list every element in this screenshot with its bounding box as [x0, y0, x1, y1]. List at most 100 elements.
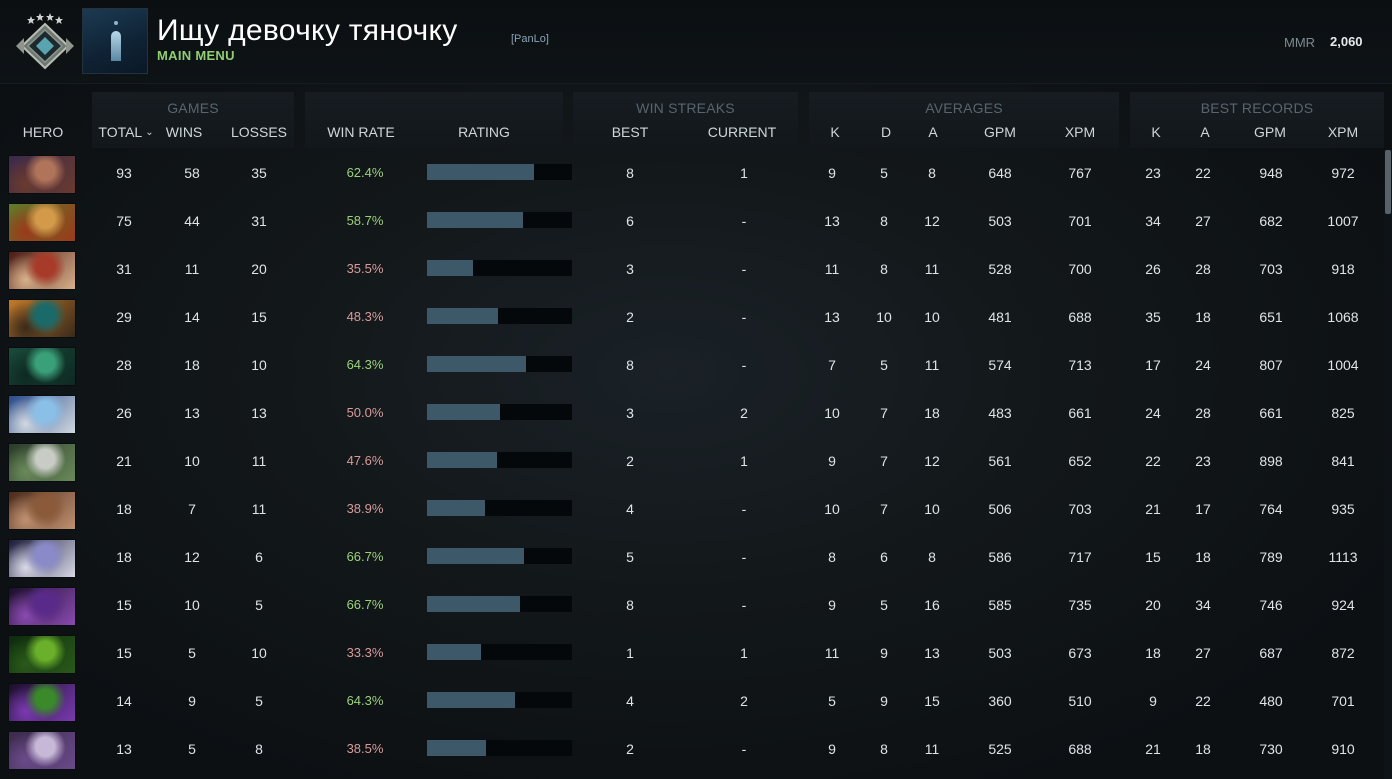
best-streak-cell: 4	[626, 501, 634, 517]
hero-portrait[interactable]	[8, 155, 76, 194]
sort-descending-icon: ⌄	[145, 127, 154, 138]
avg-xpm-cell: 713	[1068, 357, 1092, 373]
total-games-cell: 14	[116, 693, 132, 709]
hero-portrait[interactable]	[8, 443, 76, 482]
avg-deaths-cell: 5	[880, 597, 888, 613]
hero-portrait[interactable]	[8, 203, 76, 242]
table-row[interactable]: 15 5 10 33.3% 1 1 11 9 13 503 673 18 27 687 872	[0, 630, 1392, 678]
avg-xpm-cell: 688	[1068, 309, 1092, 325]
best-gpm-cell: 661	[1259, 405, 1283, 421]
hero-portrait[interactable]	[8, 587, 76, 626]
win-rate-cell: 35.5%	[346, 261, 384, 276]
wins-cell: 5	[188, 645, 196, 661]
hero-portrait[interactable]	[8, 731, 76, 770]
best-streak-cell: 2	[626, 741, 634, 757]
best-xpm-cell: 701	[1331, 693, 1355, 709]
column-header-rating[interactable]: RATING	[458, 124, 510, 140]
best-streak-cell: 8	[626, 597, 634, 613]
wins-cell: 44	[184, 213, 200, 229]
avg-gpm-cell: 574	[988, 357, 1012, 373]
table-row[interactable]: 18 7 11 38.9% 4 - 10 7 10 506 703 21 17 764 935	[0, 486, 1392, 534]
hero-portrait[interactable]	[8, 539, 76, 578]
column-header-avg-gpm[interactable]: GPM	[984, 124, 1016, 140]
avatar[interactable]	[82, 8, 148, 74]
win-rate-group-header	[305, 92, 563, 148]
avg-xpm-cell: 700	[1068, 261, 1092, 277]
total-games-cell: 18	[116, 549, 132, 565]
rating-bar-fill	[427, 644, 481, 660]
hero-stats-table: 93 58 35 62.4% 8 1 9 5 8 648 767 23 22 948 972 75 44 31 58…	[0, 150, 1392, 774]
avg-xpm-cell: 688	[1068, 741, 1092, 757]
avg-gpm-cell: 503	[988, 213, 1012, 229]
table-row[interactable]: 93 58 35 62.4% 8 1 9 5 8 648 767 23 22 948 972	[0, 150, 1392, 198]
best-gpm-cell: 807	[1259, 357, 1283, 373]
rating-bar	[427, 404, 572, 420]
wins-cell: 10	[184, 453, 200, 469]
table-row[interactable]: 31 11 20 35.5% 3 - 11 8 11 528 700 26 28 703 918	[0, 246, 1392, 294]
column-header-best-assists[interactable]: A	[1200, 124, 1210, 140]
wins-cell: 7	[188, 501, 196, 517]
hero-portrait[interactable]	[8, 395, 76, 434]
best-gpm-cell: 687	[1259, 645, 1283, 661]
column-header-total[interactable]: TOTAL ⌄	[92, 124, 160, 140]
win-rate-cell: 66.7%	[346, 549, 384, 564]
column-header-avg-kills[interactable]: K	[830, 124, 840, 140]
rating-bar	[427, 260, 572, 276]
column-header-best-streak[interactable]: BEST	[611, 124, 649, 140]
best-kills-cell: 23	[1145, 165, 1161, 181]
rating-bar-fill	[427, 452, 497, 468]
column-header-win-rate[interactable]: WIN RATE	[327, 124, 395, 140]
best-streak-cell: 2	[626, 309, 634, 325]
games-group-header	[92, 92, 294, 148]
hero-portrait[interactable]	[8, 251, 76, 290]
hero-portrait[interactable]	[8, 635, 76, 674]
column-header-best-xpm[interactable]: XPM	[1327, 124, 1359, 140]
scrollbar-track[interactable]	[1384, 150, 1392, 779]
table-row[interactable]: 26 13 13 50.0% 3 2 10 7 18 483 661 24 28 661 825	[0, 390, 1392, 438]
column-header-avg-deaths[interactable]: D	[880, 124, 892, 140]
table-row[interactable]: 28 18 10 64.3% 8 - 7 5 11 574 713 17 24 807 1004	[0, 342, 1392, 390]
hero-portrait[interactable]	[8, 491, 76, 530]
table-row[interactable]: 14 9 5 64.3% 4 2 5 9 15 360 510 9 22 480 701	[0, 678, 1392, 726]
table-row[interactable]: 21 10 11 47.6% 2 1 9 7 12 561 652 22 23 898 841	[0, 438, 1392, 486]
avg-xpm-cell: 701	[1068, 213, 1092, 229]
rating-bar-fill	[427, 740, 486, 756]
scrollbar-thumb[interactable]	[1385, 150, 1391, 214]
table-row[interactable]: 29 14 15 48.3% 2 - 13 10 10 481 688 35 18 651 1068	[0, 294, 1392, 342]
best-assists-cell: 27	[1195, 645, 1211, 661]
best-gpm-cell: 789	[1259, 549, 1283, 565]
column-header-best-gpm[interactable]: GPM	[1254, 124, 1286, 140]
best-assists-cell: 34	[1195, 597, 1211, 613]
best-kills-cell: 15	[1145, 549, 1161, 565]
rating-bar-fill	[427, 260, 473, 276]
column-header-best-kills[interactable]: K	[1151, 124, 1161, 140]
wins-cell: 13	[184, 405, 200, 421]
table-row[interactable]: 75 44 31 58.7% 6 - 13 8 12 503 701 34 27 682 1007	[0, 198, 1392, 246]
avg-deaths-cell: 7	[880, 405, 888, 421]
column-header-losses[interactable]: LOSSES	[230, 124, 288, 140]
hero-portrait[interactable]	[8, 299, 76, 338]
avg-gpm-cell: 528	[988, 261, 1012, 277]
wins-cell: 14	[184, 309, 200, 325]
column-header-wins[interactable]: WINS	[165, 124, 203, 140]
column-header-current-streak[interactable]: CURRENT	[707, 124, 777, 140]
column-header-avg-xpm[interactable]: XPM	[1064, 124, 1096, 140]
current-streak-cell: -	[741, 597, 747, 613]
avg-assists-cell: 10	[924, 309, 940, 325]
main-menu-link[interactable]: MAIN MENU	[157, 48, 235, 63]
best-xpm-cell: 1007	[1327, 213, 1359, 229]
best-kills-cell: 21	[1145, 501, 1161, 517]
table-row[interactable]: 13 5 8 38.5% 2 - 9 8 11 525 688 21 18 730 910	[0, 726, 1392, 774]
rating-bar	[427, 596, 572, 612]
column-header-avg-assists[interactable]: A	[928, 124, 938, 140]
column-header-hero[interactable]: HERO	[22, 124, 64, 140]
table-row[interactable]: 18 12 6 66.7% 5 - 8 6 8 586 717 15 18 789 1113	[0, 534, 1392, 582]
wins-cell: 5	[188, 741, 196, 757]
rating-bar	[427, 692, 572, 708]
best-streak-cell: 2	[626, 453, 634, 469]
avg-kills-cell: 8	[828, 549, 836, 565]
table-row[interactable]: 15 10 5 66.7% 8 - 9 5 16 585 735 20 34 746 924	[0, 582, 1392, 630]
hero-portrait[interactable]	[8, 347, 76, 386]
hero-portrait[interactable]	[8, 683, 76, 722]
losses-cell: 13	[251, 405, 267, 421]
